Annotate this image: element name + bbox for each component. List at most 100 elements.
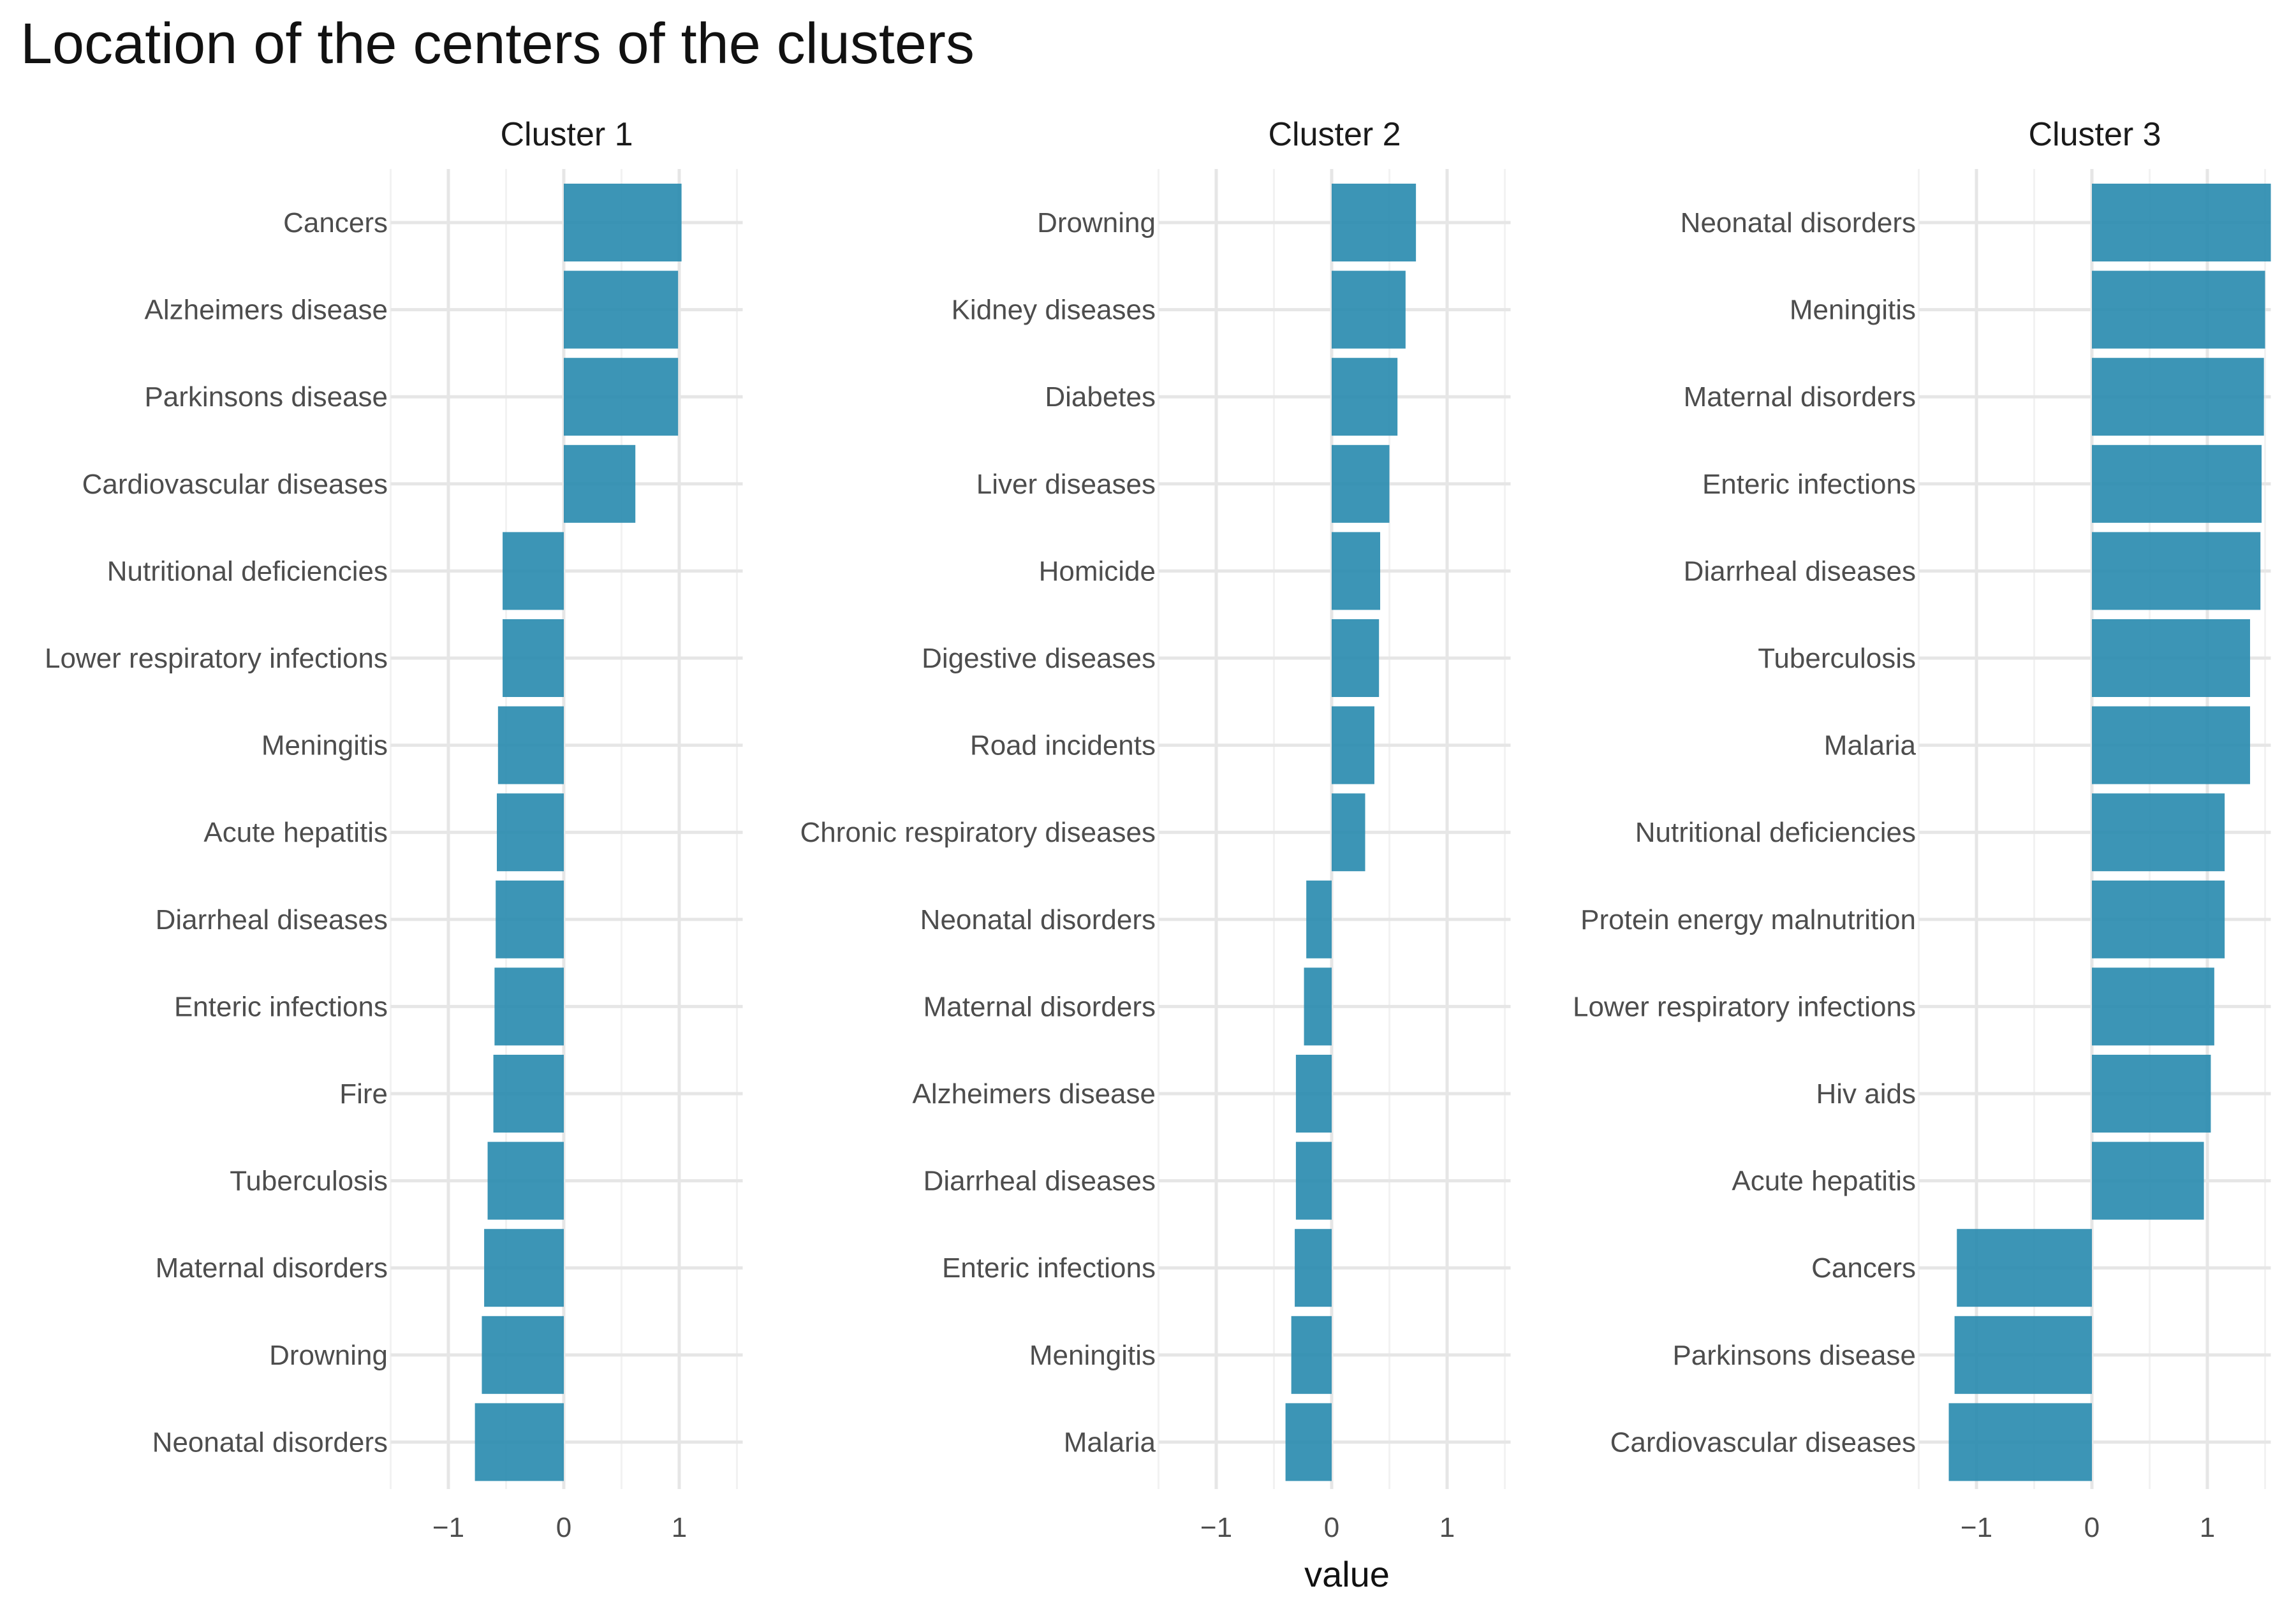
category-label: Neonatal disorders xyxy=(152,1427,388,1458)
category-label: Meningitis xyxy=(1029,1340,1156,1371)
category-label: Meningitis xyxy=(261,730,388,761)
bar xyxy=(484,1229,564,1307)
category-label: Hiv aids xyxy=(1816,1078,1917,1110)
x-tick-label: −1 xyxy=(1200,1512,1232,1543)
category-label: Parkinsons disease xyxy=(1672,1340,1916,1371)
category-label: Liver diseases xyxy=(976,469,1156,500)
bar xyxy=(497,793,564,872)
x-tick-label: 0 xyxy=(2084,1512,2100,1543)
bar xyxy=(1295,1229,1332,1307)
category-label: Neonatal disorders xyxy=(920,904,1156,936)
bar xyxy=(2092,967,2214,1046)
bar xyxy=(1332,270,1406,349)
x-tick-label: 1 xyxy=(672,1512,687,1543)
category-label: Protein energy malnutrition xyxy=(1580,904,1916,936)
category-label: Drowning xyxy=(1037,207,1156,238)
category-label: Cancers xyxy=(283,207,388,238)
bar xyxy=(1295,1141,1332,1220)
category-label: Meningitis xyxy=(1790,295,1916,326)
bar xyxy=(493,1055,564,1133)
bar xyxy=(1332,532,1381,610)
bar xyxy=(2092,793,2225,872)
bar xyxy=(1332,793,1365,872)
category-label: Enteric infections xyxy=(174,991,388,1022)
bar xyxy=(503,532,564,610)
x-tick-label: −1 xyxy=(432,1512,464,1543)
category-label: Maternal disorders xyxy=(1684,381,1916,413)
bar xyxy=(1304,967,1332,1046)
category-label: Diarrheal diseases xyxy=(924,1166,1156,1197)
facet-panels: Cluster 1 Cancers Alzheimers disease Parkin… xyxy=(45,116,2271,1543)
x-tick-label: −1 xyxy=(1961,1512,1992,1543)
bar xyxy=(503,619,564,697)
category-label: Nutritional deficiencies xyxy=(1635,817,1916,848)
x-tick-label: 0 xyxy=(1324,1512,1339,1543)
bar xyxy=(2092,358,2264,436)
facet-panel: Cluster 3 Neonatal disorders Meningitis Mat… xyxy=(1573,116,2271,1543)
category-label: Acute hepatitis xyxy=(203,817,388,848)
bar xyxy=(564,358,679,436)
bar xyxy=(2092,880,2225,958)
bar xyxy=(564,270,679,349)
chart-title: Location of the centers of the clusters xyxy=(20,12,975,76)
bar xyxy=(2092,444,2262,523)
facet-panel: Cluster 1 Cancers Alzheimers disease Parkin… xyxy=(45,116,743,1543)
category-label: Alzheimers disease xyxy=(145,295,388,326)
bar xyxy=(1285,1403,1332,1481)
category-label: Lower respiratory infections xyxy=(45,643,388,674)
category-label: Acute hepatitis xyxy=(1732,1166,1916,1197)
bar xyxy=(2092,184,2271,261)
category-label: Enteric infections xyxy=(1702,469,1916,500)
bar xyxy=(496,880,564,958)
category-label: Tuberculosis xyxy=(1758,643,1916,674)
category-label: Lower respiratory infections xyxy=(1573,991,1916,1022)
category-label: Cardiovascular diseases xyxy=(1610,1427,1916,1458)
bar xyxy=(482,1316,564,1394)
bar xyxy=(487,1141,564,1220)
category-label: Diarrheal diseases xyxy=(156,904,388,936)
x-axis-label: value xyxy=(1304,1554,1390,1594)
category-label: Alzheimers disease xyxy=(913,1078,1156,1110)
category-label: Tuberculosis xyxy=(230,1166,388,1197)
category-label: Drowning xyxy=(269,1340,388,1371)
bar xyxy=(1332,358,1398,436)
category-label: Cancers xyxy=(1811,1252,1916,1284)
facet-title: Cluster 1 xyxy=(500,116,633,153)
bar xyxy=(1332,184,1417,261)
category-label: Digestive diseases xyxy=(922,643,1156,674)
bar xyxy=(475,1403,564,1481)
bar xyxy=(1332,619,1380,697)
bar xyxy=(2092,1055,2211,1133)
bar xyxy=(1954,1316,2092,1394)
bar xyxy=(2092,619,2250,697)
x-tick-label: 1 xyxy=(2200,1512,2215,1543)
category-label: Cardiovascular diseases xyxy=(82,469,388,500)
category-label: Nutritional deficiencies xyxy=(107,555,388,587)
category-label: Fire xyxy=(339,1078,388,1110)
bar xyxy=(564,184,682,261)
category-label: Kidney diseases xyxy=(952,295,1156,326)
category-label: Diabetes xyxy=(1045,381,1156,413)
bar xyxy=(564,444,636,523)
category-label: Enteric infections xyxy=(942,1252,1156,1284)
bar xyxy=(1306,880,1332,958)
bar xyxy=(2092,532,2261,610)
bar xyxy=(494,967,564,1046)
category-label: Malaria xyxy=(1824,730,1917,761)
facet-panel: Cluster 2 Drowning Kidney diseases Diabetes… xyxy=(800,116,1511,1543)
bar xyxy=(1948,1403,2092,1481)
bar xyxy=(2092,1141,2204,1220)
bar xyxy=(1957,1229,2092,1307)
category-label: Maternal disorders xyxy=(924,991,1156,1022)
x-tick-label: 1 xyxy=(1439,1512,1455,1543)
bar xyxy=(1332,444,1390,523)
facet-title: Cluster 2 xyxy=(1268,116,1401,153)
bar xyxy=(1332,706,1374,784)
bar xyxy=(497,706,564,784)
category-label: Malaria xyxy=(1064,1427,1156,1458)
category-label: Diarrheal diseases xyxy=(1684,555,1916,587)
bar xyxy=(1295,1055,1332,1133)
category-label: Homicide xyxy=(1039,555,1156,587)
bar xyxy=(2092,706,2250,784)
